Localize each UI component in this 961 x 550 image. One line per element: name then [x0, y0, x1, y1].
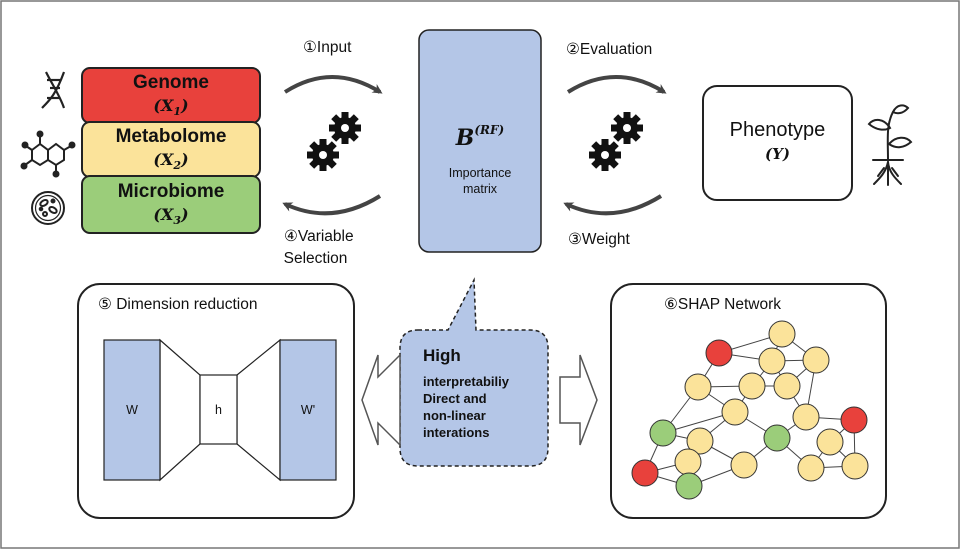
network-node-yellow — [797, 454, 825, 482]
phenotype-variable: (Y) — [765, 145, 790, 163]
callout-title: High — [423, 346, 461, 365]
genome-label: Genome — [132, 72, 210, 93]
step-variable-label: ④Variable — [284, 228, 354, 245]
phenotype-title: Phenotype — [729, 119, 826, 141]
weight-arrow — [563, 194, 663, 216]
network-node-yellow — [758, 347, 786, 375]
callout-line-1: interpretabiliy — [423, 374, 509, 389]
network-node-red — [705, 339, 733, 367]
microbe-dish-icon — [31, 191, 65, 225]
metabolome-label: Metabolome — [115, 126, 227, 147]
network-node-yellow — [721, 398, 749, 426]
latent-h — [199, 374, 238, 445]
microbiome-variable: (X3) — [153, 205, 189, 228]
step-evaluation-label: ②Evaluation — [566, 41, 653, 58]
network-node-yellow — [792, 403, 820, 431]
plant-icon — [867, 104, 913, 186]
variable-selection-arrow — [282, 194, 382, 216]
genome-variable: (X1) — [153, 96, 189, 119]
w-label: W — [126, 403, 138, 417]
matrix-label-line1: Importance — [448, 166, 512, 180]
decoder-weights-w-prime — [279, 339, 337, 481]
evaluation-arrow — [566, 75, 667, 94]
network-node-yellow — [684, 373, 712, 401]
encoder-weights-w — [103, 339, 161, 481]
network-node-red — [631, 459, 659, 487]
network-node-green — [675, 472, 703, 500]
left-hollow-arrow — [361, 353, 401, 447]
network-node-yellow — [674, 448, 702, 476]
network-node-yellow — [841, 452, 869, 480]
molecule-icon — [20, 130, 76, 178]
network-node-yellow — [738, 372, 766, 400]
network-node-green — [649, 419, 677, 447]
phenotype-box — [702, 85, 853, 201]
network-node-red — [840, 406, 868, 434]
network-node-green — [763, 424, 791, 452]
network-node-yellow — [816, 428, 844, 456]
callout-line-4: interations — [423, 425, 490, 440]
network-node-yellow — [768, 320, 796, 348]
callout-line-2: Direct and — [423, 391, 487, 406]
microbiome-layer — [81, 175, 261, 234]
shap-network-title: ⑥SHAP Network — [664, 296, 781, 313]
right-hollow-arrow — [559, 354, 598, 446]
step-selection-label: Selection — [283, 250, 348, 267]
importance-matrix-box — [418, 29, 542, 253]
network-node-yellow — [730, 451, 758, 479]
dna-icon — [41, 71, 66, 109]
interpretability-callout — [399, 277, 549, 467]
step-weight-label: ③Weight — [568, 231, 630, 248]
network-node-yellow — [802, 346, 830, 374]
matrix-label-line2: matrix — [462, 182, 498, 196]
h-label: h — [215, 403, 222, 417]
w-prime-label: W' — [300, 403, 316, 417]
microbiome-label: Microbiome — [117, 181, 225, 202]
metabolome-variable: (X2) — [153, 150, 189, 173]
step-input-label: ①Input — [303, 39, 352, 56]
network-node-yellow — [686, 427, 714, 455]
matrix-symbol: B(RF) — [455, 122, 505, 151]
network-node-yellow — [773, 372, 801, 400]
network-nodes — [631, 320, 869, 500]
input-arrow — [283, 75, 383, 94]
callout-line-3: non-linear — [423, 408, 486, 423]
dimension-reduction-title: ⑤ Dimension reduction — [98, 296, 258, 313]
